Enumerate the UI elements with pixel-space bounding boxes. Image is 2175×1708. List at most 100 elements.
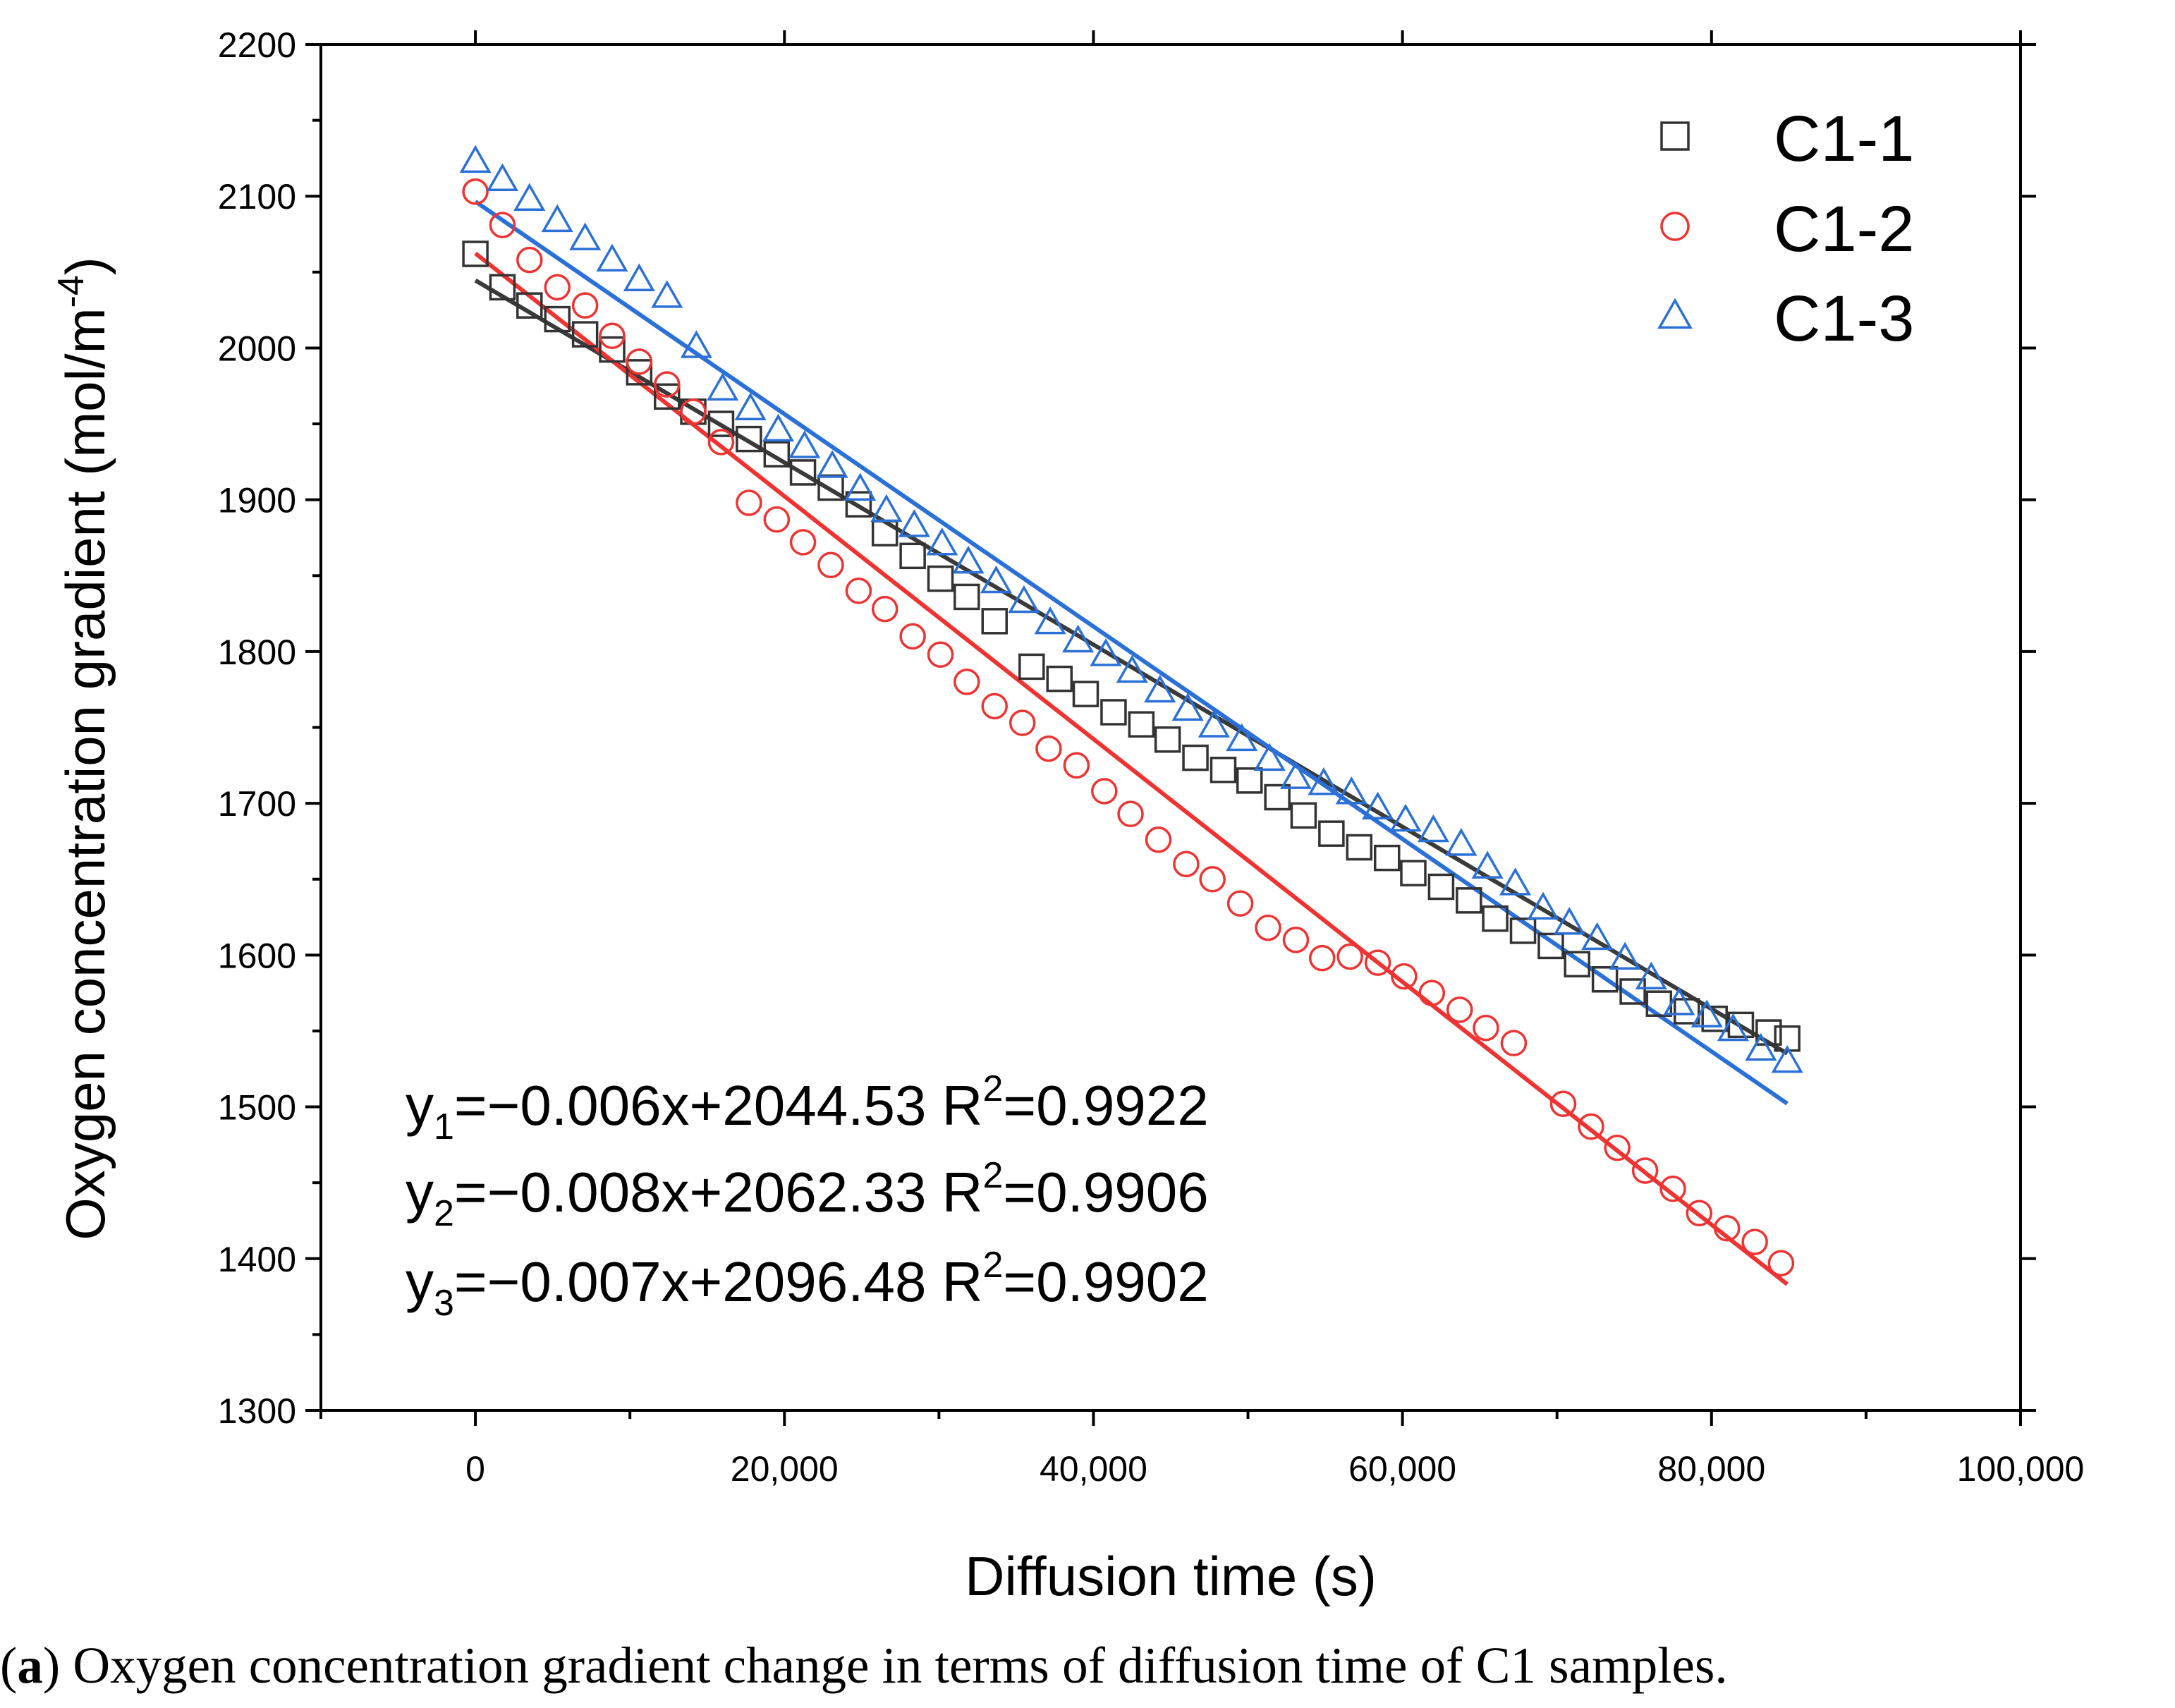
data-point-c1-1	[1774, 1025, 1801, 1052]
data-point-c1-2	[1418, 980, 1446, 1006]
data-point-c1-2	[954, 669, 980, 695]
data-point-c1-2	[680, 398, 707, 425]
data-point-c1-1	[1564, 951, 1590, 977]
data-point-c1-1	[654, 383, 681, 410]
y-tick-label: 1600	[218, 936, 296, 975]
fit-line-c1-2	[474, 251, 1789, 1286]
equation-subscript: 2	[434, 1193, 454, 1234]
data-point-c1-2	[1578, 1113, 1604, 1140]
data-point-c1-1	[1264, 783, 1291, 811]
data-point-c1-1	[1128, 711, 1155, 738]
data-point-c1-3	[1771, 1044, 1803, 1073]
equation-body: =−0.006x+2044.53 R	[454, 1074, 983, 1137]
data-point-c1-2	[1549, 1090, 1577, 1118]
data-points-layer	[459, 145, 1803, 1276]
data-point-c1-1	[707, 410, 735, 437]
data-point-c1-1	[1346, 834, 1373, 861]
data-point-c1-2	[1659, 1176, 1686, 1202]
data-point-c1-3	[1144, 674, 1176, 703]
data-point-c1-1	[1591, 966, 1619, 993]
tick-layer	[305, 30, 2036, 1426]
data-point-c1-2	[1282, 927, 1310, 953]
data-point-c1-2	[1631, 1157, 1659, 1184]
data-point-c1-2	[1091, 778, 1118, 805]
data-point-c1-3	[980, 565, 1012, 594]
data-point-c1-3	[1279, 761, 1312, 789]
data-point-c1-2	[1226, 890, 1254, 917]
y-tick-label: 1500	[218, 1088, 296, 1128]
data-point-c1-1	[1456, 887, 1482, 914]
data-point-c1-3	[898, 509, 930, 537]
data-point-c1-2	[1741, 1228, 1768, 1255]
x-tick-label: 60,000	[1348, 1449, 1456, 1489]
data-point-c1-3	[1198, 709, 1230, 738]
data-point-c1-2	[707, 429, 735, 456]
equation-superscript: 2	[982, 1245, 1003, 1286]
data-point-c1-3	[734, 392, 767, 420]
data-point-c1-1	[1400, 860, 1427, 886]
chart-canvas: 0 20,000 40,000 60,000 80,000 100,000 1300 140…	[51, 25, 2085, 1607]
data-point-c1-3	[707, 372, 739, 401]
data-point-c1-2	[1145, 826, 1172, 853]
equation-subscript: 3	[434, 1283, 454, 1324]
equation-superscript: 2	[982, 1155, 1003, 1196]
data-point-c1-3	[816, 450, 848, 478]
y-tick-label: 2000	[218, 329, 296, 368]
data-point-c1-2	[981, 693, 1008, 720]
caption-open: (	[0, 1637, 18, 1694]
data-point-c1-3	[1717, 1013, 1750, 1042]
data-point-c1-3	[870, 494, 903, 523]
data-point-c1-3	[1253, 743, 1286, 771]
data-point-c1-1	[462, 240, 489, 267]
y-tick-label: 1400	[218, 1240, 296, 1279]
y-tick-label: 1900	[218, 481, 296, 520]
x-tick-label: 100,000	[1957, 1449, 2085, 1489]
data-point-c1-1	[1182, 744, 1209, 771]
data-point-c1-1	[626, 359, 653, 386]
data-point-c1-2	[1500, 1030, 1528, 1056]
data-point-c1-1	[571, 321, 599, 348]
equation-r2: =0.9906	[1003, 1161, 1208, 1224]
data-point-c1-1	[599, 336, 626, 363]
data-point-c1-2	[1336, 943, 1363, 970]
data-point-c1-1	[789, 459, 817, 486]
data-point-c1-1	[845, 491, 872, 518]
data-point-c1-2	[736, 489, 762, 516]
data-point-c1-2	[1713, 1214, 1741, 1242]
data-point-c1-1	[1318, 820, 1345, 847]
data-point-c1-3	[1471, 850, 1504, 879]
fit-equation-1: y1=−0.006x+2044.53 R2=0.9922	[406, 1068, 1209, 1147]
data-point-c1-1	[954, 583, 980, 611]
y-tick-label: 1800	[218, 633, 296, 672]
data-point-c1-3	[1499, 867, 1532, 896]
data-point-c1-1	[1482, 905, 1509, 932]
data-point-c1-2	[1255, 914, 1281, 941]
x-axis-title: Diffusion time (s)	[965, 1545, 1377, 1607]
equation-y: y	[406, 1250, 434, 1313]
data-point-c1-1	[489, 274, 516, 301]
data-point-c1-2	[845, 578, 872, 604]
data-point-c1-3	[1609, 941, 1641, 970]
data-point-c1-2	[1035, 735, 1062, 762]
y-tick-label: 1700	[218, 784, 296, 824]
data-point-c1-1	[1537, 932, 1564, 960]
data-point-c1-3	[1116, 654, 1148, 683]
data-point-c1-2	[1767, 1250, 1795, 1276]
y-tick-label: 1300	[218, 1391, 296, 1431]
data-point-c1-2	[763, 506, 791, 533]
data-point-c1-1	[1674, 998, 1700, 1025]
equation-body: =−0.007x+2096.48 R	[454, 1250, 983, 1313]
data-point-c1-2	[899, 623, 926, 650]
data-point-c1-3	[1171, 693, 1204, 721]
data-point-c1-3	[651, 280, 683, 308]
equation-y: y	[406, 1074, 434, 1137]
data-point-c1-3	[1745, 1032, 1777, 1061]
caption-text: ) Oxygen concentration gradient change i…	[42, 1637, 1728, 1694]
figure-caption: (a) Oxygen concentration gradient change…	[0, 1636, 2175, 1695]
data-point-c1-1	[736, 425, 762, 453]
data-point-c1-3	[596, 243, 628, 272]
data-point-c1-1	[1619, 978, 1646, 1005]
legend-marker-c1-2	[1660, 212, 1690, 241]
x-tick-label: 20,000	[731, 1449, 839, 1489]
data-point-c1-2	[1308, 944, 1336, 972]
